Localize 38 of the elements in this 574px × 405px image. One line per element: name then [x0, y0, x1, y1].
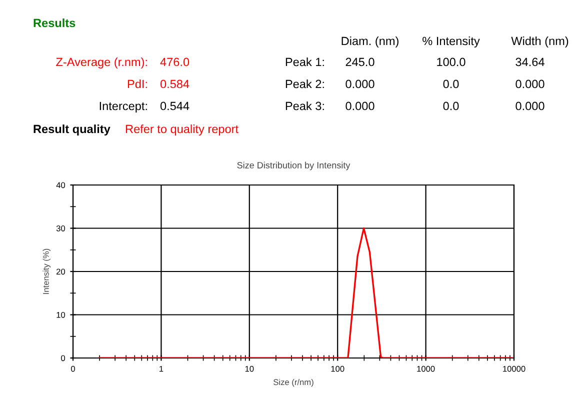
y-tick-label: 10 — [56, 312, 66, 318]
chart-title: Size Distribution by Intensity — [237, 162, 350, 170]
y-tick-label: 30 — [56, 225, 66, 232]
x-tick-label: 100 — [331, 366, 344, 372]
text: Refer to quality report — [126, 124, 238, 136]
y-axis-title: Intensity (%) — [42, 248, 51, 294]
x-axis-title: Size (r/nm) — [274, 378, 314, 387]
text: 0.0 — [443, 102, 459, 110]
text: 476.0 — [160, 58, 190, 66]
text: 0.0 — [443, 80, 459, 88]
text: Peak 1: — [286, 58, 324, 66]
text: 34.64 — [516, 58, 544, 66]
text: PdI: — [128, 80, 147, 88]
text: 245.0 — [346, 58, 374, 66]
y-tick-label: 0 — [61, 355, 66, 362]
x-tick-label: 1000 — [417, 366, 435, 372]
x-tick-label: 1 — [160, 366, 164, 372]
y-tick-label: 20 — [56, 268, 66, 275]
text: 0.000 — [516, 102, 544, 110]
text: Z-Average (r.nm): — [56, 58, 147, 69]
text: Results — [34, 18, 76, 28]
text: Intercept: — [100, 102, 147, 112]
text: Diam. (nm) — [342, 36, 398, 48]
text: 0.000 — [516, 80, 544, 88]
text: 0.000 — [346, 80, 374, 88]
x-tick-label: 0 — [71, 366, 75, 372]
text: 0.000 — [346, 102, 374, 110]
text: 0.584 — [160, 80, 190, 88]
text: 0.544 — [160, 102, 190, 110]
x-tick-label: 10 — [245, 366, 254, 372]
x-tick-label: 10000 — [503, 366, 526, 372]
y-tick-label: 40 — [56, 182, 66, 188]
text: Result quality — [34, 124, 110, 136]
text: % Intensity — [422, 36, 480, 48]
text: 100.0 — [437, 58, 466, 66]
text: Peak 3: — [286, 101, 324, 110]
text: Peak 2: — [286, 80, 324, 88]
text: Width (nm) — [511, 36, 568, 48]
